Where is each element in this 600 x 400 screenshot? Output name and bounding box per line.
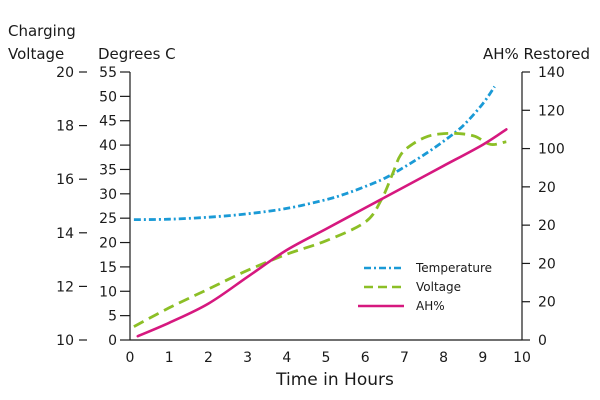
temp-tick-label: 55 <box>99 65 117 81</box>
legend-ah-label: AH% <box>416 299 445 313</box>
temp-tick-label: 5 <box>108 309 117 325</box>
series-layer <box>133 85 508 338</box>
x-tick-label: 4 <box>282 350 291 366</box>
temp-tick-label: 40 <box>99 138 117 154</box>
series-voltage-line <box>133 131 507 328</box>
voltage-tick-label: 12 <box>56 279 74 295</box>
temp-tick-label: 50 <box>99 89 117 105</box>
legend-voltage-label: Voltage <box>416 280 461 294</box>
voltage-tick-label: 18 <box>56 119 74 135</box>
temp-tick-label: 35 <box>99 162 117 178</box>
x-tick-label: 5 <box>322 350 331 366</box>
ah-axis-title: AH% Restored <box>483 45 590 63</box>
voltage-axis-title-line2: Voltage <box>8 45 64 63</box>
voltage-tick-label: 16 <box>56 172 74 188</box>
ah-ticks: 140 120 100 20 20 20 20 0 <box>522 65 565 349</box>
voltage-ticks: 20 18 16 14 12 10 <box>56 65 87 349</box>
x-tick-label: 10 <box>513 350 531 366</box>
x-ticks: 0 1 2 3 4 5 6 7 8 9 10 <box>126 350 531 366</box>
temp-tick-label: 10 <box>99 284 117 300</box>
temp-tick-label: 15 <box>99 260 117 276</box>
voltage-tick-label: 10 <box>56 333 74 349</box>
ah-tick-label: 140 <box>538 65 565 81</box>
temp-tick-label: 45 <box>99 114 117 130</box>
ah-tick-label: 0 <box>538 333 547 349</box>
voltage-tick-label: 20 <box>56 65 74 81</box>
x-tick-label: 6 <box>361 350 370 366</box>
x-tick-label: 0 <box>126 350 135 366</box>
x-tick-label: 7 <box>400 350 409 366</box>
temp-axis-title: Degrees C <box>98 45 176 63</box>
x-tick-label: 8 <box>439 350 448 366</box>
ah-tick-label: 20 <box>538 180 556 196</box>
ah-tick-label: 20 <box>538 295 556 311</box>
temp-tick-label: 0 <box>108 333 117 349</box>
temp-tick-label: 20 <box>99 236 117 252</box>
voltage-tick-label: 14 <box>56 226 74 242</box>
x-axis-title: Time in Hours <box>275 370 394 390</box>
x-tick-label: 3 <box>243 350 252 366</box>
legend: Temperature Voltage AH% <box>358 261 492 313</box>
ah-tick-label: 100 <box>538 142 565 158</box>
voltage-axis-title-line1: Charging <box>8 22 76 40</box>
x-tick-label: 2 <box>204 350 213 366</box>
series-temperature-line <box>133 85 496 221</box>
ah-tick-label: 20 <box>538 256 556 272</box>
ah-tick-label: 20 <box>538 218 556 234</box>
x-tick-label: 9 <box>478 350 487 366</box>
ah-tick-label: 120 <box>538 103 565 119</box>
x-tick-label: 1 <box>165 350 174 366</box>
temp-tick-label: 30 <box>99 187 117 203</box>
legend-temperature-label: Temperature <box>415 261 492 275</box>
temp-tick-label: 25 <box>99 211 117 227</box>
series-ah-line <box>136 128 508 338</box>
